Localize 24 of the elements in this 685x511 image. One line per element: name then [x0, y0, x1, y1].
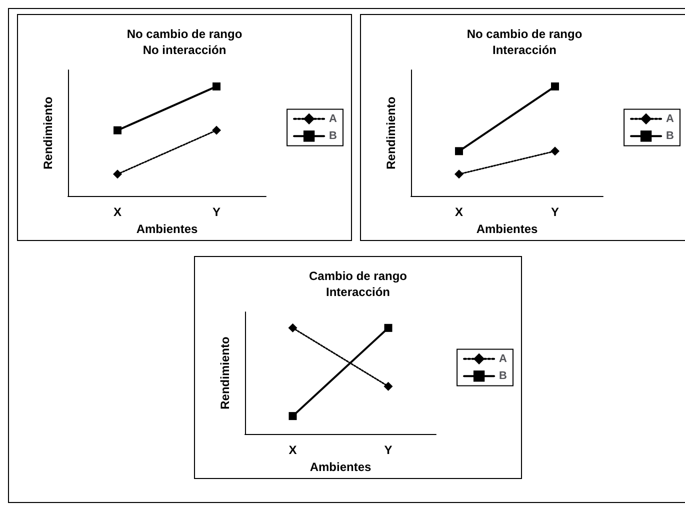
x-axis-title: Ambientes [310, 460, 372, 474]
chart-subtitle: Interacción [492, 43, 557, 57]
chart-subtitle: No interacción [142, 43, 226, 57]
y-axis-title: Rendimiento [384, 96, 398, 170]
x-tick-label: Y [550, 205, 560, 220]
x-tick-label: X [113, 205, 122, 220]
chart-title: No cambio de rango [126, 27, 242, 41]
x-axis-title: Ambientes [136, 222, 198, 236]
x-tick-label: Y [384, 443, 392, 458]
x-tick-label: X [454, 205, 464, 220]
legend-label: B [499, 370, 508, 382]
x-tick-label: X [288, 443, 297, 458]
legend-label: A [499, 352, 508, 365]
legend-label: B [329, 130, 338, 142]
legend-label: B [666, 130, 674, 142]
x-tick-label: Y [212, 205, 221, 220]
chart-title: No cambio de rango [466, 27, 582, 41]
chart-title: Cambio de rango [308, 269, 408, 283]
legend-label: A [666, 112, 674, 125]
x-axis-title: Ambientes [476, 222, 538, 236]
legend-label: A [329, 112, 338, 125]
y-axis-title: Rendimiento [218, 336, 232, 410]
y-axis-title: Rendimiento [41, 96, 55, 170]
chart-subtitle: Interacción [326, 285, 390, 299]
